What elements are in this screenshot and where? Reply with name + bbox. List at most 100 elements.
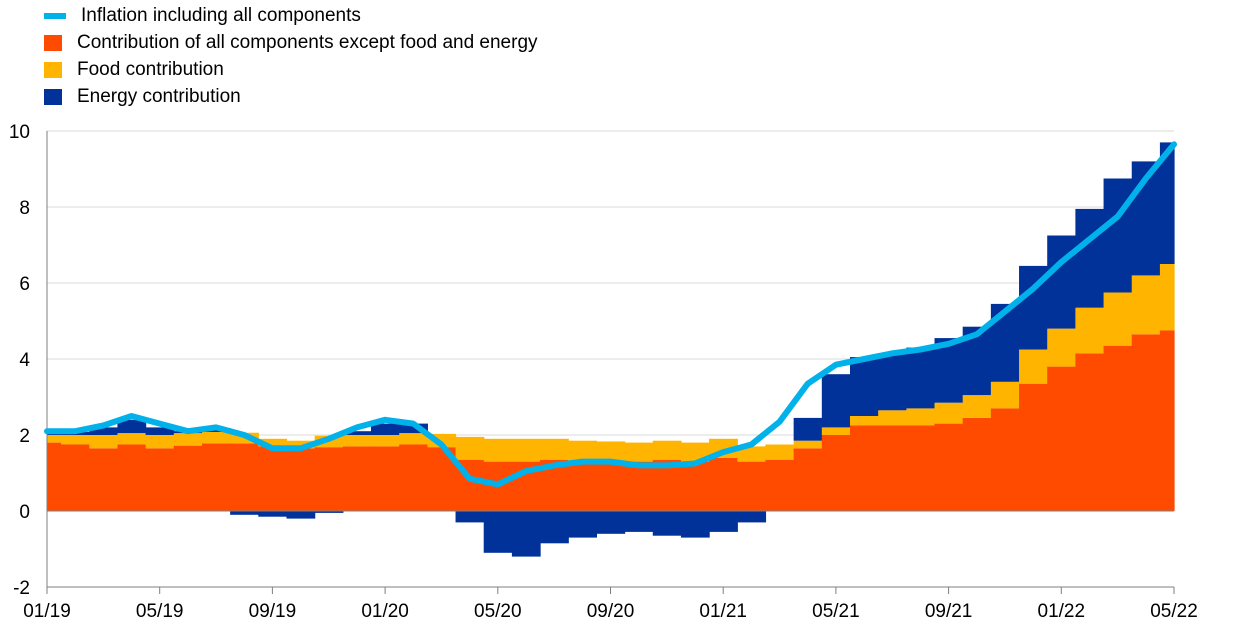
bar-core	[371, 446, 400, 511]
legend-swatch-energy	[44, 88, 62, 105]
bar-food	[117, 433, 147, 445]
bar-food	[849, 416, 879, 426]
y-tick-label: 6	[19, 274, 30, 295]
legend-label-headline: Inflation including all components	[81, 4, 361, 26]
bar-food	[934, 402, 964, 424]
bar-core	[286, 448, 316, 511]
bar-core	[201, 443, 231, 511]
bar-core	[1047, 366, 1076, 511]
bar-core	[568, 461, 598, 511]
bar-energy	[821, 374, 851, 428]
x-tick-label: 01/22	[1038, 601, 1086, 622]
bar-core	[89, 448, 119, 511]
bar-food	[511, 438, 541, 462]
bar-energy	[342, 431, 372, 435]
legend-swatch-headline	[44, 12, 66, 19]
bar-energy	[596, 511, 626, 534]
bar-core	[1103, 345, 1133, 511]
bar-core	[314, 447, 344, 511]
bar-energy	[1159, 142, 1175, 264]
bar-food	[906, 408, 936, 426]
bar-core	[596, 462, 626, 511]
x-tick-label: 05/19	[136, 601, 184, 622]
legend-item-energy: Energy contribution	[44, 83, 538, 110]
bar-energy	[793, 417, 823, 441]
bar-core	[709, 457, 738, 511]
bar-energy	[145, 427, 175, 435]
bar-food	[201, 431, 231, 444]
bar-food	[1103, 292, 1133, 346]
legend-swatch-core	[44, 34, 62, 51]
bar-core	[737, 461, 767, 511]
bar-energy	[117, 419, 147, 434]
bar-energy	[371, 423, 400, 435]
bar-energy	[230, 511, 259, 515]
bar-energy	[314, 511, 344, 513]
bar-food	[765, 444, 795, 460]
bar-food	[1075, 307, 1105, 354]
legend-swatch-food	[44, 61, 62, 78]
bar-food	[1019, 349, 1048, 384]
bar-food	[990, 381, 1020, 409]
bar-food	[737, 446, 767, 462]
bar-core	[61, 444, 90, 511]
series-line-headline	[44, 141, 1177, 488]
bar-core	[1019, 383, 1048, 511]
bar-food	[793, 440, 823, 449]
bar-energy	[906, 347, 936, 409]
bar-energy	[624, 511, 654, 532]
bar-energy	[934, 338, 964, 403]
bar-energy	[511, 511, 541, 557]
y-tick-label: 8	[19, 198, 30, 219]
bar-energy	[568, 511, 598, 538]
bar-energy	[540, 511, 569, 544]
bar-food	[568, 440, 598, 462]
bar-core	[793, 448, 823, 511]
bar-core	[399, 444, 428, 511]
bar-food	[680, 442, 710, 462]
bar-energy	[1075, 208, 1105, 308]
bar-core	[849, 425, 879, 511]
bar-core	[1159, 330, 1175, 511]
x-tick-label: 09/21	[925, 601, 973, 622]
bar-food	[258, 438, 288, 447]
bar-core	[173, 445, 203, 511]
y-tick-label: 4	[19, 350, 30, 371]
bar-core	[342, 446, 372, 511]
bar-core	[230, 443, 259, 511]
x-tick-label: 05/22	[1150, 601, 1198, 622]
x-tick-label: 09/20	[587, 601, 635, 622]
bar-core	[906, 425, 936, 511]
bar-food	[1047, 328, 1076, 367]
bar-food	[47, 435, 62, 443]
legend-label-energy: Energy contribution	[77, 85, 241, 107]
bar-core	[1131, 334, 1161, 511]
bar-energy	[849, 357, 879, 416]
bar-food	[89, 435, 119, 449]
bar-core	[680, 461, 710, 511]
bar-food	[399, 433, 428, 445]
bar-food	[540, 438, 569, 460]
bar-core	[765, 459, 795, 511]
bar-food	[61, 435, 90, 445]
bar-energy	[89, 427, 119, 435]
y-tick-label: 2	[19, 426, 30, 447]
y-tick-label: 10	[9, 122, 30, 143]
bar-energy	[399, 423, 428, 434]
legend-item-core: Contribution of all components except fo…	[44, 29, 538, 56]
y-tick-label: 0	[19, 502, 30, 523]
bar-food	[962, 395, 992, 418]
bar-energy	[709, 511, 738, 532]
bar-core	[878, 425, 907, 511]
bar-energy	[455, 511, 485, 523]
legend-label-food: Food contribution	[77, 58, 224, 80]
legend-item-headline: Inflation including all components	[44, 2, 538, 29]
bar-food	[173, 433, 203, 446]
bar-food	[1131, 275, 1161, 335]
y-tick-label: -2	[13, 578, 30, 599]
x-tick-label: 01/20	[361, 601, 409, 622]
legend-label-core: Contribution of all components except fo…	[77, 31, 538, 53]
bar-energy	[1047, 235, 1076, 329]
x-tick-label: 01/21	[699, 601, 747, 622]
bar-food	[624, 442, 654, 462]
